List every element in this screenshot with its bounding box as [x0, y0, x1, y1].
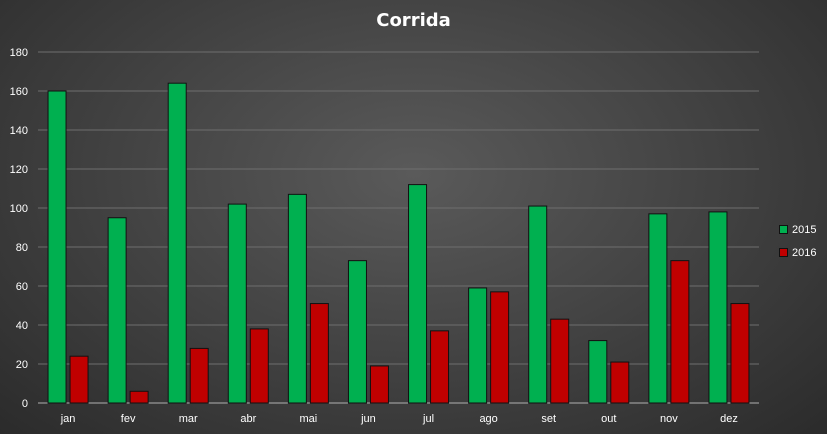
bar-2015-nov — [648, 213, 668, 404]
bar-2016-jun — [369, 365, 389, 404]
bar-2016-out — [610, 361, 630, 404]
y-tick-label: 60 — [16, 281, 28, 293]
y-tick-label: 20 — [16, 359, 28, 371]
y-tick-label: 40 — [16, 320, 28, 332]
bar-2016-mai — [309, 303, 329, 404]
y-tick-label: 160 — [10, 86, 28, 98]
legend-item-2016: 2016 — [779, 241, 816, 264]
bar-2016-fev — [129, 390, 149, 404]
bar-2015-jan — [47, 90, 67, 404]
legend-label-2015: 2015 — [792, 223, 817, 236]
bar-2016-abr — [249, 328, 269, 404]
y-tick-label: 180 — [10, 47, 28, 59]
x-tick-label: ago — [479, 413, 497, 425]
bar-2016-jan — [69, 355, 89, 404]
bar-2015-jun — [347, 260, 367, 404]
bar-2015-fev — [107, 217, 127, 404]
bar-2016-jul — [430, 330, 450, 404]
y-tick-label: 120 — [10, 164, 28, 176]
legend: 2015 2016 — [779, 218, 816, 264]
legend-item-2015: 2015 — [779, 218, 816, 241]
bar-2016-dez — [730, 303, 750, 404]
bar-2015-mar — [167, 82, 187, 404]
x-tick-label: jan — [60, 413, 76, 425]
x-tick-label: set — [541, 413, 556, 425]
x-tick-label: nov — [660, 413, 678, 425]
y-tick-label: 0 — [22, 398, 28, 410]
x-tick-label: out — [601, 413, 616, 425]
bar-2015-dez — [708, 211, 728, 404]
x-tick-label: dez — [720, 413, 738, 425]
x-tick-label: abr — [240, 413, 256, 425]
x-tick-label: fev — [121, 413, 136, 425]
y-tick-label: 100 — [10, 203, 28, 215]
x-tick-label: jul — [422, 413, 434, 425]
y-tick-label: 140 — [10, 125, 28, 137]
bar-2015-abr — [227, 203, 247, 404]
bar-2015-set — [528, 205, 548, 404]
bar-2015-out — [588, 340, 608, 404]
legend-swatch-2015 — [779, 225, 788, 234]
bar-2016-mar — [189, 347, 209, 404]
bar-2015-ago — [468, 287, 488, 404]
legend-label-2016: 2016 — [792, 246, 817, 259]
bar-2015-jul — [408, 184, 428, 404]
y-tick-label: 80 — [16, 242, 28, 254]
x-tick-label: mai — [300, 413, 318, 425]
x-tick-label: jun — [360, 413, 376, 425]
x-tick-label: mar — [179, 413, 198, 425]
chart-title: Corrida — [376, 10, 451, 31]
bar-2016-nov — [670, 260, 690, 404]
legend-swatch-2016 — [779, 248, 788, 257]
bar-2016-set — [550, 318, 570, 404]
bar-2016-ago — [490, 291, 510, 404]
bar-2015-mai — [287, 193, 307, 404]
